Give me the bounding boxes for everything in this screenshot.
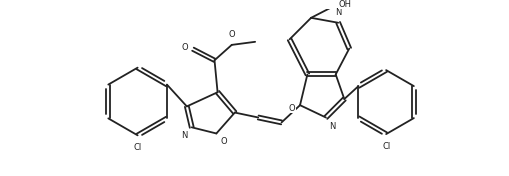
Text: O: O [289, 104, 295, 113]
Text: O: O [221, 137, 228, 146]
Text: N: N [335, 8, 342, 17]
Text: OH: OH [339, 0, 352, 9]
Text: Cl: Cl [133, 143, 142, 152]
Text: N: N [329, 122, 335, 131]
Text: O: O [229, 30, 235, 39]
Text: N: N [181, 131, 187, 140]
Text: Cl: Cl [382, 142, 390, 151]
Text: O: O [181, 43, 188, 52]
